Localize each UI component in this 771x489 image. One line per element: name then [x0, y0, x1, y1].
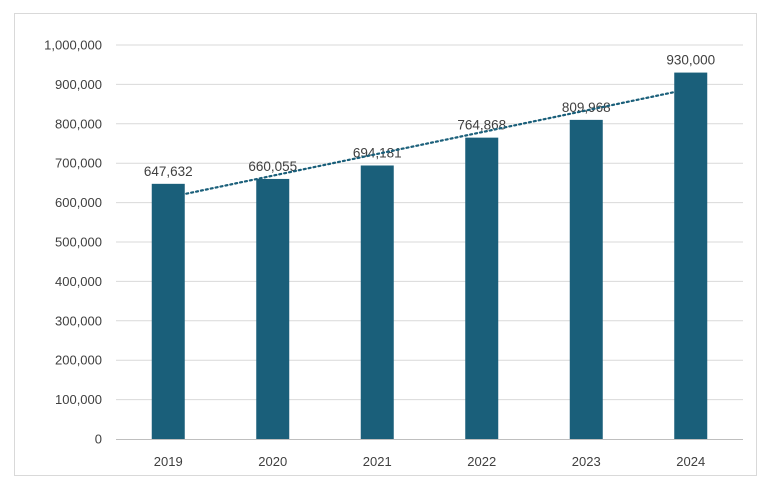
y-tick-label: 300,000 [55, 313, 102, 328]
x-tick-label: 2021 [363, 454, 392, 469]
bar [256, 178, 290, 439]
x-tick-label: 2019 [154, 454, 183, 469]
y-tick-label: 800,000 [55, 116, 102, 131]
y-tick-label: 900,000 [55, 77, 102, 92]
x-tick-label: 2022 [467, 454, 496, 469]
x-tick-label: 2023 [572, 454, 601, 469]
y-tick-label: 200,000 [55, 353, 102, 368]
data-label: 764,868 [457, 118, 506, 133]
bar [360, 165, 394, 440]
bar [465, 137, 499, 439]
bar [569, 119, 603, 439]
x-tick-label: 2024 [676, 454, 705, 469]
y-tick-label: 100,000 [55, 392, 102, 407]
data-label: 647,632 [144, 164, 193, 179]
bar [674, 72, 708, 439]
data-label: 930,000 [666, 53, 715, 68]
y-tick-label: 500,000 [55, 235, 102, 250]
y-tick-label: 1,000,000 [44, 38, 102, 53]
y-tick-label: 0 [95, 432, 102, 447]
y-tick-label: 600,000 [55, 195, 102, 210]
data-label: 660,055 [248, 159, 297, 174]
bar [151, 183, 185, 439]
data-label: 809,968 [562, 100, 611, 115]
trendline [185, 91, 675, 195]
y-tick-label: 700,000 [55, 156, 102, 171]
y-tick-label: 400,000 [55, 274, 102, 289]
x-tick-label: 2020 [258, 454, 287, 469]
